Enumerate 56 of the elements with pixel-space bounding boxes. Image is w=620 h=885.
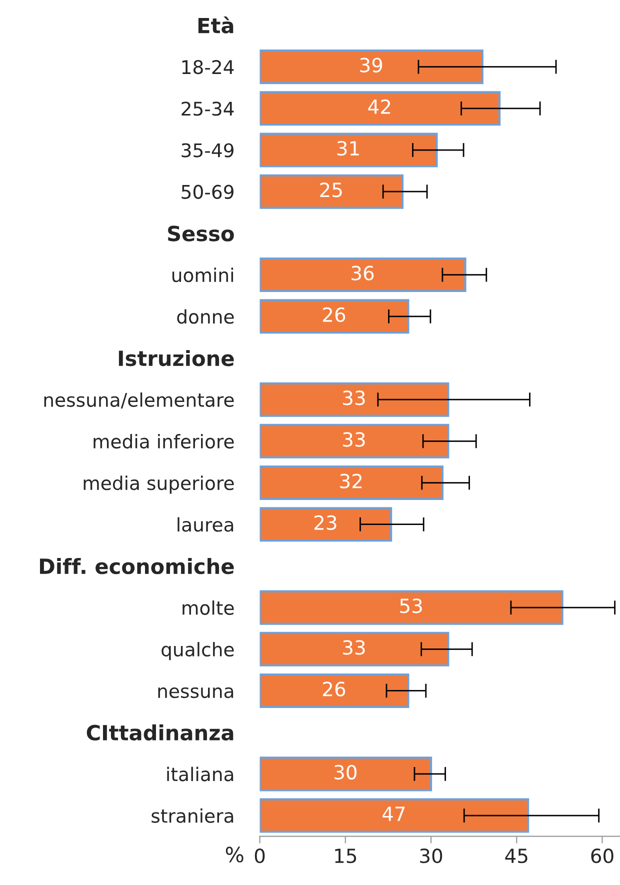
data-label: 25	[320, 182, 342, 198]
data-label: 36	[352, 266, 374, 280]
y-tick-label: Diff. economiche	[40, 558, 234, 574]
bar	[260, 590, 564, 625]
y-tick-label: straniera	[152, 808, 234, 823]
y-tick-label: nessuna	[158, 687, 234, 698]
y-tick-label: media inferiore	[94, 434, 234, 449]
bar	[260, 507, 392, 542]
bar	[260, 132, 438, 168]
y-tick-label: uomini	[172, 268, 234, 282]
data-label: 53	[400, 598, 422, 614]
y-tick-label: laurea	[178, 517, 234, 532]
y-tick-label: molte	[182, 600, 234, 615]
x-axis-title: %	[226, 846, 244, 862]
data-label: 33	[343, 640, 365, 655]
x-tick-label: 15	[335, 848, 356, 864]
bar	[260, 91, 501, 126]
x-tick-label: 45	[505, 848, 528, 864]
bar	[260, 632, 450, 666]
bar	[260, 258, 466, 292]
bar	[260, 673, 410, 708]
y-tick-label: Età	[198, 16, 234, 34]
y-tick-label: 50-69	[182, 184, 234, 199]
y-tick-label: media superiore	[84, 476, 234, 494]
data-label: 33	[343, 390, 365, 406]
bar	[260, 299, 410, 334]
data-label: 26	[323, 307, 346, 322]
data-label: 39	[360, 58, 382, 72]
bar	[260, 424, 450, 458]
bar	[260, 50, 484, 84]
y-tick-label: donne	[177, 309, 234, 324]
data-label: 32	[340, 474, 362, 488]
bar	[260, 174, 404, 209]
x-tick-label: 60	[591, 848, 614, 864]
y-tick-label: 18-24	[182, 60, 234, 74]
bar	[260, 798, 530, 833]
x-tick-label: 30	[420, 848, 442, 864]
data-label: 30	[334, 764, 356, 780]
y-tick-label: qualche	[162, 642, 234, 660]
y-tick-label: CIttadinanza	[86, 724, 234, 741]
y-tick-label: 35-49	[182, 143, 234, 158]
bar	[260, 756, 432, 792]
data-label: 33	[343, 432, 365, 447]
y-tick-label: nessuna/elementare	[44, 392, 234, 408]
bar	[260, 466, 444, 500]
data-label: 47	[382, 806, 405, 821]
data-label: 26	[323, 682, 346, 696]
data-label: 42	[368, 99, 390, 114]
data-label: 23	[314, 515, 336, 530]
bar	[260, 382, 450, 417]
y-tick-label: Istruzione	[118, 350, 234, 366]
y-tick-label: italiana	[167, 766, 234, 782]
data-label: 31	[337, 140, 359, 156]
y-tick-label: 25-34	[182, 102, 234, 116]
x-tick-label: 0	[254, 848, 265, 864]
y-tick-label: Sesso	[168, 226, 234, 242]
